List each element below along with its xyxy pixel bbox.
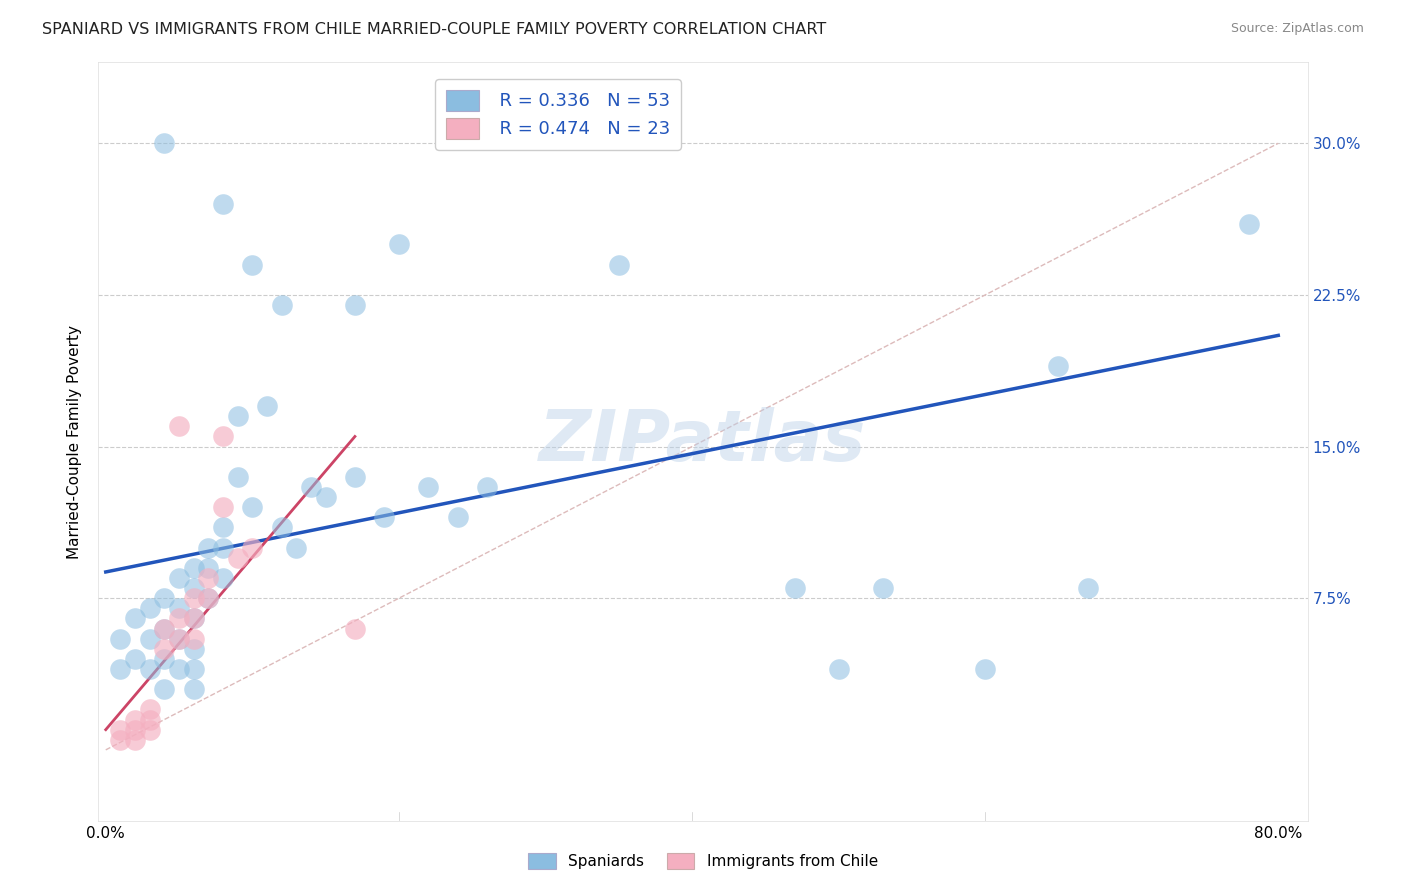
- Point: [299, 480, 322, 494]
- Point: [138, 723, 160, 737]
- Legend:   R = 0.336   N = 53,   R = 0.474   N = 23: R = 0.336 N = 53, R = 0.474 N = 23: [436, 79, 681, 150]
- Point: [607, 258, 630, 272]
- Point: [197, 591, 219, 606]
- Point: [124, 723, 146, 737]
- Legend: Spaniards, Immigrants from Chile: Spaniards, Immigrants from Chile: [522, 847, 884, 875]
- Point: [197, 591, 219, 606]
- Point: [167, 571, 190, 585]
- Point: [153, 136, 176, 151]
- Point: [256, 399, 278, 413]
- Point: [285, 541, 308, 555]
- Point: [110, 732, 132, 747]
- Point: [446, 510, 468, 524]
- Point: [226, 409, 249, 424]
- Point: [183, 581, 205, 595]
- Point: [110, 723, 132, 737]
- Point: [270, 520, 292, 534]
- Point: [226, 550, 249, 565]
- Point: [153, 622, 176, 636]
- Point: [167, 632, 190, 646]
- Point: [212, 541, 235, 555]
- Text: SPANIARD VS IMMIGRANTS FROM CHILE MARRIED-COUPLE FAMILY POVERTY CORRELATION CHAR: SPANIARD VS IMMIGRANTS FROM CHILE MARRIE…: [42, 22, 827, 37]
- Point: [418, 480, 440, 494]
- Point: [138, 601, 160, 615]
- Point: [124, 652, 146, 666]
- Point: [167, 601, 190, 615]
- Point: [183, 561, 205, 575]
- Point: [153, 682, 176, 697]
- Y-axis label: Married-Couple Family Poverty: Married-Couple Family Poverty: [67, 325, 83, 558]
- Text: Source: ZipAtlas.com: Source: ZipAtlas.com: [1230, 22, 1364, 36]
- Point: [138, 632, 160, 646]
- Point: [872, 581, 894, 595]
- Point: [138, 662, 160, 676]
- Point: [197, 561, 219, 575]
- Point: [110, 632, 132, 646]
- Point: [212, 500, 235, 515]
- Point: [183, 662, 205, 676]
- Point: [212, 197, 235, 211]
- Point: [783, 581, 806, 595]
- Point: [197, 541, 219, 555]
- Point: [1077, 581, 1099, 595]
- Point: [226, 470, 249, 484]
- Point: [1237, 217, 1260, 231]
- Point: [167, 611, 190, 625]
- Point: [183, 632, 205, 646]
- Point: [974, 662, 997, 676]
- Point: [240, 541, 263, 555]
- Point: [167, 662, 190, 676]
- Point: [373, 510, 395, 524]
- Point: [124, 713, 146, 727]
- Point: [343, 622, 366, 636]
- Point: [138, 713, 160, 727]
- Point: [138, 702, 160, 716]
- Point: [124, 732, 146, 747]
- Point: [827, 662, 849, 676]
- Point: [153, 641, 176, 656]
- Point: [167, 419, 190, 434]
- Point: [212, 429, 235, 443]
- Point: [183, 682, 205, 697]
- Point: [183, 591, 205, 606]
- Point: [183, 641, 205, 656]
- Point: [1047, 359, 1070, 373]
- Text: ZIPatlas: ZIPatlas: [540, 407, 866, 476]
- Point: [197, 571, 219, 585]
- Point: [343, 298, 366, 312]
- Point: [124, 611, 146, 625]
- Point: [270, 298, 292, 312]
- Point: [110, 662, 132, 676]
- Point: [183, 611, 205, 625]
- Point: [153, 652, 176, 666]
- Point: [315, 490, 337, 504]
- Point: [388, 237, 411, 252]
- Point: [153, 622, 176, 636]
- Point: [183, 611, 205, 625]
- Point: [167, 632, 190, 646]
- Point: [240, 500, 263, 515]
- Point: [343, 470, 366, 484]
- Point: [153, 591, 176, 606]
- Point: [212, 571, 235, 585]
- Point: [212, 520, 235, 534]
- Point: [475, 480, 498, 494]
- Point: [240, 258, 263, 272]
